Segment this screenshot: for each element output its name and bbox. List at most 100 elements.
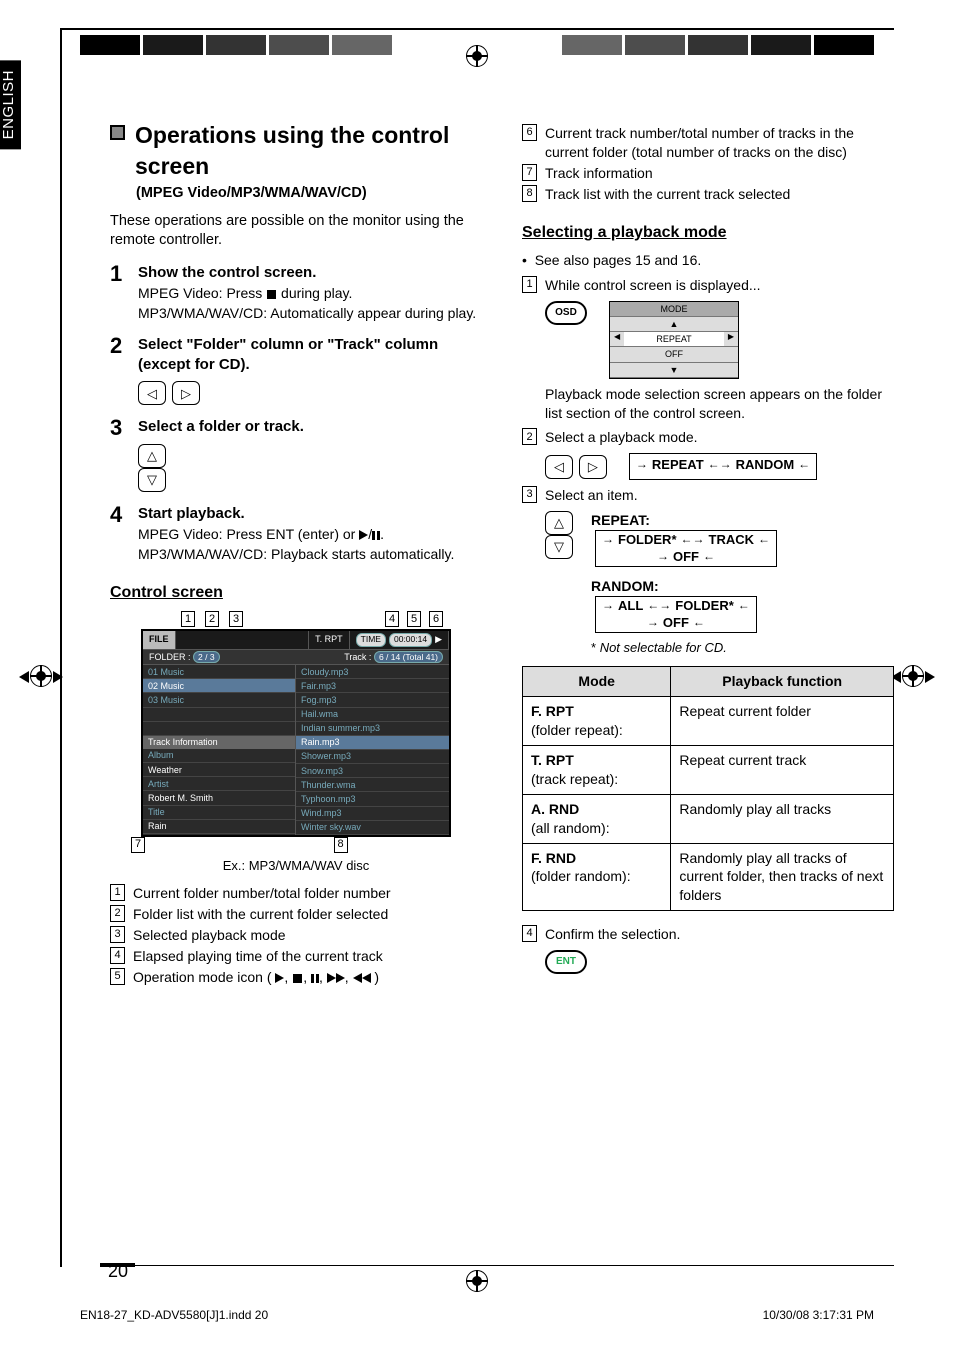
right-button-icon: ▷ (579, 455, 607, 479)
figure-caption: Ex.: MP3/WMA/WAV disc (110, 857, 482, 875)
callout: 4 (385, 611, 399, 627)
table-header-func: Playback function (671, 667, 894, 697)
legend-text: Selected playback mode (133, 926, 286, 945)
mode-sub: (track repeat): (531, 771, 618, 787)
osd-track: Winter sky.wav (296, 821, 449, 835)
step-title: Select "Folder" column or "Track" column… (138, 335, 482, 376)
right-column: 6Current track number/total number of tr… (517, 120, 894, 1232)
up-button-icon: △ (138, 444, 166, 468)
left-button-icon: ◁ (138, 381, 166, 405)
osd-folder: 02 Music (143, 679, 295, 693)
osd-track-value: 6 / 14 (Total 41) (374, 651, 443, 663)
ff-icon (327, 973, 336, 983)
osd-info: Weather (143, 763, 295, 777)
legend-text: Track list with the current track select… (545, 185, 790, 204)
osd-tab-file: FILE (143, 631, 176, 648)
step-text: MP3/WMA/WAV/CD: Automatically appear dur… (138, 304, 482, 323)
osd-track: Rain.mp3 (296, 736, 449, 750)
mode-sub: (folder repeat): (531, 722, 623, 738)
osd-track: Typhoon.mp3 (296, 792, 449, 806)
osd-track: Cloudy.mp3 (296, 665, 449, 679)
mode-func: Randomly play all tracks (671, 794, 894, 843)
mode-name: T. RPT (531, 752, 574, 768)
mode-sub: (all random): (531, 820, 610, 836)
osd-play-icon: ▶ (435, 633, 442, 646)
osd-track: Fair.mp3 (296, 679, 449, 693)
table-row: A. RND (all random): Randomly play all tr… (523, 794, 894, 843)
cycle-repeat-random: →REPEAT←→RANDOM← (629, 453, 817, 480)
step-text: MP3/WMA/WAV/CD: Playback starts automati… (138, 545, 482, 564)
osd-mode-label: T. RPT (309, 631, 350, 648)
mode-func: Randomly play all tracks of current fold… (671, 843, 894, 911)
print-footer: EN18-27_KD-ADV5580[J]1.indd 20 10/30/08 … (80, 1308, 874, 1322)
mode-func: Repeat current track (671, 745, 894, 794)
right-button-icon: ▷ (172, 381, 200, 405)
heading-bullet-icon (110, 125, 125, 140)
legend-text: Track information (545, 164, 653, 183)
rule-top (60, 28, 894, 30)
random-cycle: →ALL←→FOLDER*← →OFF← (595, 596, 757, 633)
arrow-left-icon: ◀ (610, 332, 624, 346)
stop-icon (293, 974, 302, 983)
callout: 6 (429, 611, 443, 627)
reg-mark-bottom (466, 1270, 488, 1292)
legend-num: 7 (522, 164, 537, 181)
control-screen-figure: 1 2 3 4 5 6 FILE T. RPT TIME 00:00 (141, 611, 451, 853)
reg-mark-left (30, 665, 52, 687)
footer-timestamp: 10/30/08 3:17:31 PM (763, 1308, 874, 1322)
step-title: Select a folder or track. (138, 417, 482, 437)
substep-text: While control screen is displayed... (545, 276, 894, 295)
osd-info: Title (143, 806, 295, 820)
callout: 1 (181, 611, 195, 627)
osd-info: Artist (143, 777, 295, 791)
callout: 2 (205, 611, 219, 627)
osd-time-value: 00:00:14 (389, 633, 432, 646)
table-row: F. RPT(folder repeat): Repeat current fo… (523, 697, 894, 746)
legend-text: Elapsed playing time of the current trac… (133, 947, 383, 966)
left-button-icon: ◁ (545, 455, 573, 479)
osd-screenshot: FILE T. RPT TIME 00:00:14 ▶ FOLDER : 2 /… (141, 629, 451, 837)
mode-name: F. RND (531, 850, 576, 866)
down-button-icon: ▽ (545, 535, 573, 559)
random-label: RANDOM: (591, 577, 777, 596)
osd-info: Rain (143, 820, 295, 834)
arrow-up-icon: ▲ (610, 317, 738, 331)
osd-track: Snow.mp3 (296, 764, 449, 778)
step-number: 1 (110, 263, 128, 323)
osd-track: Hail.wma (296, 708, 449, 722)
left-column: Operations using the control screen (MPE… (60, 120, 487, 1232)
callout: 3 (229, 611, 243, 627)
osd-folder-value: 2 / 3 (193, 651, 220, 663)
heading-subtitle: (MPEG Video/MP3/WMA/WAV/CD) (136, 184, 482, 204)
legend-num: 8 (522, 185, 537, 202)
repeat-cycle: →FOLDER*←→TRACK← →OFF← (595, 530, 777, 567)
pause-icon (311, 974, 319, 983)
control-screen-heading: Control screen (110, 582, 482, 604)
page-body: Operations using the control screen (MPE… (60, 120, 894, 1232)
osd-track: Shower.mp3 (296, 750, 449, 764)
mode-osd-off: OFF (610, 347, 738, 361)
down-button-icon: ▽ (138, 468, 166, 492)
osd-info-header: Track Information (143, 736, 295, 749)
rew-icon (353, 973, 362, 983)
osd-track-label: Track : (344, 652, 371, 662)
substep-text: Select a playback mode. (545, 428, 894, 447)
mode-name: F. RPT (531, 703, 574, 719)
callout: 8 (334, 837, 348, 853)
step-1: 1 Show the control screen. MPEG Video: P… (110, 263, 482, 323)
legend-text: Current track number/total number of tra… (545, 124, 894, 162)
osd-info: Album (143, 749, 295, 763)
intro-text: These operations are possible on the mon… (110, 212, 482, 251)
ff-icon (336, 973, 345, 983)
osd-track: Indian summer.mp3 (296, 722, 449, 736)
reg-mark-right (902, 665, 924, 687)
play-icon (359, 530, 368, 540)
rew-icon (362, 973, 371, 983)
stop-icon (267, 290, 276, 299)
reg-mark-top (466, 45, 488, 67)
legend-num: 1 (110, 884, 125, 901)
mode-name: A. RND (531, 801, 579, 817)
main-heading: Operations using the control screen (110, 120, 482, 182)
legend-num: 5 (110, 968, 125, 985)
legend-num: 3 (110, 926, 125, 943)
